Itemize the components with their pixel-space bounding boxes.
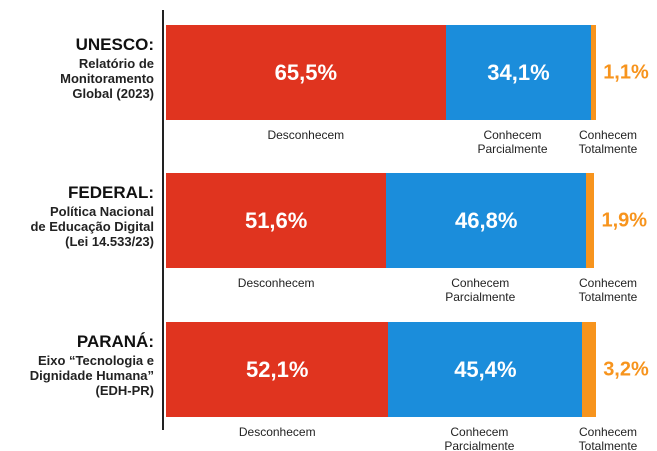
- series-label: Desconhecem: [238, 425, 316, 439]
- category-detail: (Lei 14.533/23): [65, 234, 154, 249]
- value-label: 1,1%: [603, 61, 649, 83]
- series-label: Desconhecem: [267, 128, 345, 142]
- bar-segment: [166, 25, 446, 120]
- series-label: Conhecem Parcialmente: [444, 425, 515, 451]
- bar-segment: [166, 173, 387, 268]
- value-label: 34,1%: [487, 59, 550, 85]
- value-label: 51,6%: [244, 207, 308, 233]
- value-label: 46,8%: [455, 207, 518, 233]
- series-label: Conhecem Totalmente: [578, 276, 638, 304]
- bar-segment: [591, 25, 596, 120]
- category-detail: Relatório de: [78, 56, 154, 71]
- category-detail: Política Nacional: [49, 204, 154, 219]
- series-label: Conhecem Parcialmente: [477, 128, 548, 156]
- category-detail: Eixo “Tecnologia e: [37, 353, 154, 368]
- bar-segment: [386, 173, 587, 268]
- bar-segment: [166, 322, 389, 417]
- series-label: Conhecem Parcialmente: [445, 276, 516, 304]
- series-label: Desconhecem: [237, 276, 315, 290]
- category-detail: Global (2023): [72, 86, 154, 101]
- value-label: 52,1%: [246, 356, 309, 382]
- category-detail: de Educação Digital: [30, 219, 154, 234]
- bar-segment: [582, 322, 596, 417]
- bar-segment: [586, 173, 595, 268]
- category-detail: Dignidade Humana”: [29, 368, 154, 383]
- value-label: 3,2%: [603, 358, 649, 380]
- category-label: UNESCO:: [75, 35, 154, 54]
- axis-line: [162, 10, 164, 430]
- bar-segment: [388, 322, 583, 417]
- series-label: Conhecem Totalmente: [578, 425, 638, 451]
- value-label: 65,5%: [274, 59, 338, 85]
- category-label: FEDERAL:: [68, 183, 154, 202]
- series-label: Conhecem Totalmente: [578, 128, 638, 156]
- category-label: PARANÁ:: [76, 332, 154, 351]
- bar-segment: [445, 25, 592, 120]
- category-detail: Monitoramento: [60, 71, 154, 86]
- value-label: 45,4%: [454, 356, 517, 382]
- value-label: 1,9%: [601, 209, 648, 231]
- category-detail: (EDH-PR): [95, 383, 155, 398]
